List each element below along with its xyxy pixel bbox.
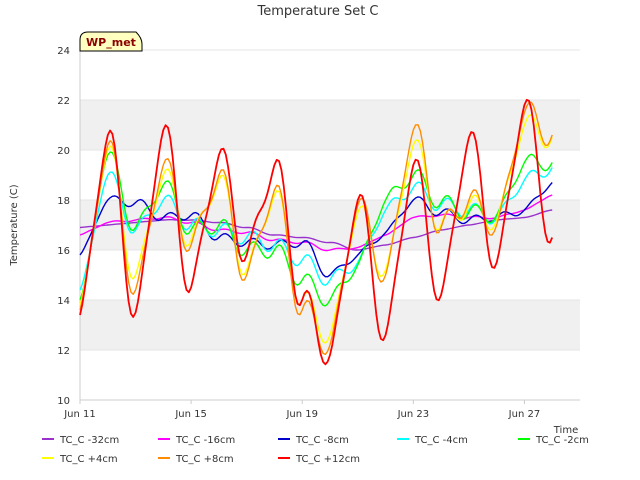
legend-label: TC_C -2cm <box>535 435 589 446</box>
x-axis-label: Time <box>553 425 578 436</box>
x-tick-label: Jun 15 <box>174 409 207 420</box>
grid-band <box>80 300 580 350</box>
legend-item: TC_C -4cm <box>397 435 468 446</box>
legend-item: TC_C +12cm <box>278 454 360 465</box>
legend-item: TC_C +8cm <box>158 454 234 465</box>
x-tick-label: Jun 19 <box>285 409 318 420</box>
station-badge: WP_met <box>79 31 143 52</box>
badge-label: WP_met <box>86 36 136 49</box>
series-line-tc-c-12cm <box>79 98 554 366</box>
legend-label: TC_C -16cm <box>175 435 235 446</box>
legend-label: TC_C +4cm <box>59 454 118 465</box>
x-tick-label: Jun 11 <box>63 409 96 420</box>
series-line-tc-c-8cm <box>79 182 553 278</box>
y-tick-label: 10 <box>57 396 70 407</box>
legend-label: TC_C -32cm <box>59 435 119 446</box>
y-axis-label: Temperature (C) <box>9 184 20 266</box>
legend-label: TC_C -8cm <box>295 435 349 446</box>
y-tick-label: 22 <box>57 96 70 107</box>
x-tick-label: Jun 27 <box>508 409 541 420</box>
legend-item: TC_C -8cm <box>278 435 349 446</box>
legend-item: TC_C -2cm <box>518 435 589 446</box>
legend-label: TC_C -4cm <box>414 435 468 446</box>
y-tick-label: 20 <box>57 146 70 157</box>
legend-label: TC_C +8cm <box>175 454 234 465</box>
y-tick-label: 14 <box>57 296 70 307</box>
series-line-tc-c-4cm <box>79 167 553 291</box>
legend-label: TC_C +12cm <box>295 454 360 465</box>
legend: TC_C -32cm TC_C -16cm TC_C -8cm TC_C -4cm TC… <box>42 435 589 465</box>
chart-title: Temperature Set C <box>256 4 378 19</box>
series-lines <box>79 98 554 366</box>
x-tick-label: Jun 23 <box>397 409 430 420</box>
grid-band <box>80 100 580 150</box>
y-tick-label: 12 <box>57 346 70 357</box>
series-line-tc-c-4cm <box>79 114 553 344</box>
legend-item: TC_C -16cm <box>158 435 235 446</box>
y-tick-label: 24 <box>57 46 70 57</box>
grid-bands <box>80 49 580 401</box>
y-tick-label: 16 <box>57 246 70 257</box>
y-tick-label: 18 <box>57 196 70 207</box>
axes: 10 12 14 16 18 20 22 24 Jun 11 Jun 15 Jun 19 Jun 23… <box>57 46 580 420</box>
legend-item: TC_C +4cm <box>42 454 118 465</box>
legend-item: TC_C -32cm <box>42 435 119 446</box>
